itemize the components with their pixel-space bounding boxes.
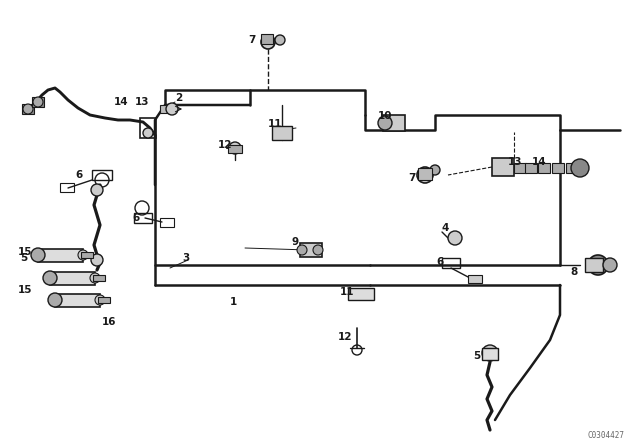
Circle shape bbox=[48, 293, 62, 307]
Circle shape bbox=[166, 103, 178, 115]
Circle shape bbox=[482, 345, 498, 361]
Text: 15: 15 bbox=[18, 247, 33, 257]
Circle shape bbox=[43, 271, 57, 285]
Bar bbox=[300, 243, 322, 257]
Text: 14: 14 bbox=[532, 157, 547, 167]
Bar bbox=[92, 170, 112, 180]
Circle shape bbox=[603, 258, 617, 272]
Bar bbox=[160, 105, 168, 113]
Bar bbox=[538, 163, 550, 173]
Bar bbox=[566, 163, 578, 173]
Text: 12: 12 bbox=[338, 332, 353, 342]
Circle shape bbox=[229, 142, 241, 154]
Bar bbox=[81, 252, 93, 258]
Text: 6: 6 bbox=[436, 257, 444, 267]
Circle shape bbox=[417, 167, 433, 183]
Text: 12: 12 bbox=[218, 140, 232, 150]
Text: C0304427: C0304427 bbox=[588, 431, 625, 440]
Text: 13: 13 bbox=[135, 97, 150, 107]
Bar bbox=[514, 163, 526, 173]
Bar bbox=[60, 183, 74, 192]
Bar bbox=[468, 275, 482, 283]
Circle shape bbox=[23, 104, 33, 114]
Text: 2: 2 bbox=[175, 93, 182, 103]
Circle shape bbox=[313, 245, 323, 255]
Circle shape bbox=[275, 35, 285, 45]
Bar bbox=[261, 34, 273, 44]
Circle shape bbox=[143, 128, 153, 138]
Bar bbox=[272, 126, 292, 140]
Circle shape bbox=[90, 273, 100, 283]
Bar bbox=[442, 258, 460, 268]
Text: 5: 5 bbox=[473, 351, 480, 361]
Circle shape bbox=[378, 116, 392, 130]
Circle shape bbox=[297, 245, 307, 255]
Circle shape bbox=[78, 250, 88, 260]
Text: 11: 11 bbox=[268, 119, 282, 129]
Bar bbox=[55, 294, 100, 307]
Text: 6: 6 bbox=[75, 170, 83, 180]
Bar bbox=[492, 158, 514, 176]
Bar bbox=[93, 275, 105, 281]
Text: 4: 4 bbox=[442, 223, 449, 233]
Circle shape bbox=[588, 255, 608, 275]
Bar bbox=[552, 163, 564, 173]
Circle shape bbox=[430, 165, 440, 175]
Bar bbox=[348, 288, 374, 300]
Bar bbox=[38, 249, 83, 262]
Bar bbox=[134, 213, 152, 223]
Text: 10: 10 bbox=[378, 111, 392, 121]
Text: 13: 13 bbox=[508, 157, 522, 167]
Bar bbox=[22, 104, 34, 114]
Circle shape bbox=[571, 159, 589, 177]
Text: 7: 7 bbox=[408, 173, 415, 183]
Text: 5: 5 bbox=[20, 253, 28, 263]
Text: 3: 3 bbox=[182, 253, 189, 263]
Bar bbox=[482, 348, 498, 360]
Bar bbox=[418, 168, 432, 180]
Text: 15: 15 bbox=[18, 285, 33, 295]
Circle shape bbox=[95, 295, 105, 305]
Circle shape bbox=[448, 231, 462, 245]
Text: 14: 14 bbox=[114, 97, 129, 107]
Text: 1: 1 bbox=[230, 297, 237, 307]
Bar bbox=[160, 218, 174, 227]
Circle shape bbox=[33, 97, 43, 107]
Bar bbox=[228, 145, 242, 153]
Text: 11: 11 bbox=[340, 287, 355, 297]
Text: 7: 7 bbox=[248, 35, 255, 45]
Bar bbox=[525, 163, 537, 173]
Circle shape bbox=[31, 248, 45, 262]
Text: 9: 9 bbox=[292, 237, 299, 247]
Bar bbox=[140, 118, 156, 138]
Bar bbox=[32, 97, 44, 107]
Text: 16: 16 bbox=[102, 317, 116, 327]
Bar bbox=[585, 258, 603, 272]
Text: 8: 8 bbox=[570, 267, 577, 277]
Text: 6: 6 bbox=[132, 213, 140, 223]
Circle shape bbox=[91, 254, 103, 266]
Bar bbox=[383, 115, 405, 131]
Bar bbox=[50, 272, 95, 285]
Bar bbox=[98, 297, 110, 303]
Circle shape bbox=[91, 184, 103, 196]
Circle shape bbox=[261, 35, 275, 49]
